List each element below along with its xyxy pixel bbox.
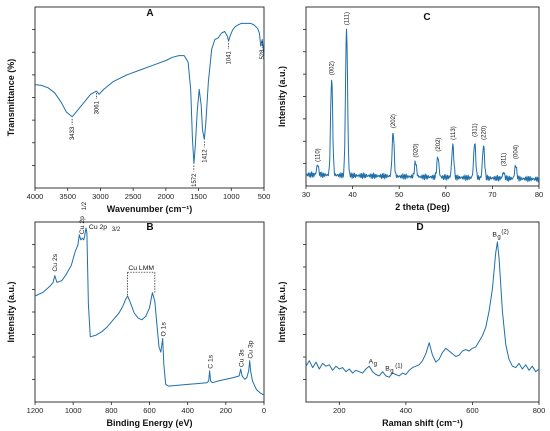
x-tick-label: 2500 [125, 192, 142, 201]
x-tick-label: 200 [220, 406, 233, 415]
x-tick-label: 70 [488, 190, 496, 199]
x-tick-label: 40 [348, 190, 356, 199]
bg2-label: B [492, 231, 497, 238]
x-tick-label: 600 [143, 406, 156, 415]
peak-label: (220) [482, 126, 488, 140]
peak-label: (020) [414, 143, 420, 157]
x-tick-label: 60 [442, 190, 450, 199]
bg2-sub: g [497, 234, 500, 240]
panel-A: 4000 3500 3000 2500 2000 1500 1000 500 Wavenumbe… [6, 6, 271, 214]
peak-label: 1572 [192, 173, 198, 187]
x-tick-label: 30 [302, 190, 310, 199]
x-axis-label: 2 theta (Deg) [395, 202, 450, 212]
cu-2p-three-half-sub: 3/2 [112, 227, 121, 233]
x-tick-label: 800 [105, 406, 118, 415]
x-tick-label: 400 [400, 406, 413, 415]
peak-label: 1412 [202, 149, 208, 163]
x-tick-label: 3000 [92, 192, 109, 201]
x-tick-label: 0 [262, 406, 266, 415]
peak-label: 3061 [94, 100, 100, 114]
plot-frame [305, 221, 540, 403]
cu-2p-half-sub: 1/2 [82, 201, 88, 210]
x-tick-label: 200 [333, 406, 346, 415]
x-tick-label: 4000 [27, 192, 44, 201]
peak-label: (110) [316, 148, 322, 162]
xps-survey [34, 227, 264, 396]
peak-label: (111) [345, 12, 351, 25]
cu-2p-three-half-label: Cu 2p [89, 224, 107, 231]
panel-letter: D [416, 222, 423, 233]
peak-label: (311) [502, 153, 508, 167]
cu-3p-label: Cu 3p [248, 340, 255, 358]
panel-letter: C [423, 12, 430, 23]
peak-label: (202) [391, 114, 397, 128]
x-axis-label: Wavenumber (cm⁻¹) [107, 204, 192, 214]
xrd-pattern [305, 28, 540, 183]
panel-D: 200 400 600 800 Raman shift (cm⁻¹) Intensity … [277, 221, 546, 428]
peak-label: 3433 [70, 126, 76, 140]
y-axis-label: Intensity (a.u.) [277, 66, 287, 127]
y-axis-label: Intensity (a.u.) [277, 281, 287, 342]
x-tick-label: 50 [395, 190, 403, 199]
peak-label: (002) [330, 61, 336, 75]
panel-B: 1200 1000 800 600 400 200 0 Binding Energy (eV)… [6, 201, 266, 428]
x-tick-label: 3500 [59, 192, 76, 201]
x-axis-label: Raman shift (cm⁻¹) [382, 418, 463, 428]
bg2-sup: (2) [501, 229, 508, 235]
o-1s-label: O 1s [161, 322, 168, 337]
ftir-spectrum [34, 22, 265, 164]
bg1-label: B [385, 365, 390, 372]
y-axis-label: Intensity (a.u.) [6, 281, 16, 342]
ag-sub: g [374, 361, 377, 367]
x-tick-label: 1000 [223, 192, 240, 201]
x-tick-label: 800 [533, 406, 546, 415]
cu-2s-label: Cu 2s [52, 253, 59, 271]
panel-letter: B [146, 222, 153, 233]
peak-label: 1041 [227, 50, 233, 64]
bg1-sup: (1) [395, 363, 402, 369]
x-tick-label: 80 [535, 190, 543, 199]
peak-label: (004) [514, 145, 520, 159]
c-1s-label: C 1s [208, 354, 215, 369]
bg1-sub: g [390, 368, 393, 374]
x-tick-label: 400 [181, 406, 194, 415]
cu-3s-label: Cu 3s [239, 349, 246, 367]
ag-label: A [369, 358, 374, 365]
peak-label: (202) [436, 138, 442, 152]
peak-label: (113) [451, 126, 457, 140]
peak-label: 528 [260, 49, 266, 60]
plot-frame [34, 6, 265, 189]
x-tick-label: 500 [258, 192, 271, 201]
cu-2p-half-label: Cu 2p [79, 216, 86, 234]
x-tick-label: 2000 [158, 192, 175, 201]
raman-spectrum [305, 241, 540, 378]
plot-frame [34, 221, 265, 403]
panel-C: 30 40 50 60 70 80 2 theta (Deg) Intensity (a.u.… [277, 6, 543, 212]
x-axis-label: Binding Energy (eV) [106, 418, 192, 428]
x-tick-label: 1000 [65, 406, 82, 415]
peak-label: (311) [473, 123, 479, 137]
x-tick-label: 1500 [190, 192, 207, 201]
x-tick-label: 1200 [27, 406, 44, 415]
cu-lmm-label: Cu LMM [128, 265, 154, 272]
panel-letter: A [146, 8, 153, 19]
x-tick-label: 600 [466, 406, 479, 415]
y-axis-label: Transmittance (%) [6, 59, 16, 137]
